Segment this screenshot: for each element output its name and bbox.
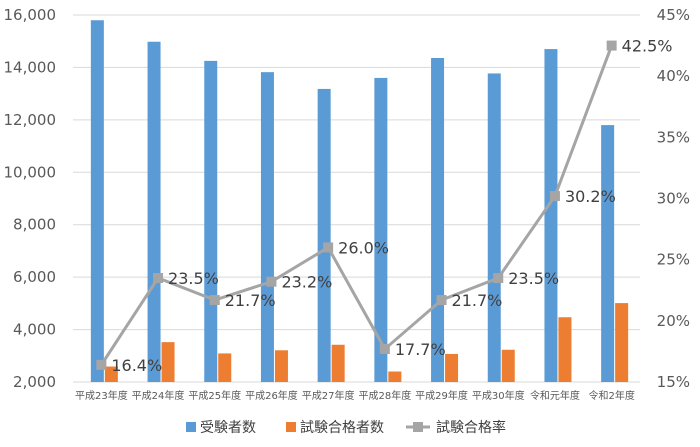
bar-passers — [615, 303, 629, 382]
category-label: 平成24年度 — [132, 389, 185, 402]
bar-passers — [558, 317, 572, 382]
pass-rate-data-label: 26.0% — [338, 238, 389, 257]
category-label: 平成30年度 — [472, 389, 525, 402]
bar-series — [90, 20, 629, 383]
bar-passers — [161, 342, 175, 382]
pass-rate-marker — [96, 359, 107, 370]
left-axis-tick-label: 6,000 — [13, 268, 56, 286]
bar-examinees — [260, 72, 274, 382]
bar-examinees — [374, 77, 388, 383]
category-label: 平成28年度 — [358, 389, 411, 402]
bar-examinees — [601, 125, 615, 382]
legend-swatch-marker — [413, 422, 423, 432]
pass-rate-data-label: 23.5% — [508, 269, 559, 288]
legend-label: 試験合格者数 — [300, 420, 384, 436]
bar-passers — [445, 353, 459, 382]
category-label: 平成29年度 — [415, 389, 468, 402]
left-axis-tick-label: 10,000 — [4, 163, 57, 181]
pass-rate-marker — [549, 191, 560, 202]
category-label: 平成27年度 — [302, 389, 355, 402]
left-axis-tick-label: 8,000 — [13, 216, 56, 234]
bar-passers — [218, 353, 232, 382]
right-axis-tick-label: 20% — [657, 312, 690, 330]
right-axis-tick-label: 25% — [657, 251, 690, 269]
pass-rate-data-label: 17.7% — [395, 340, 446, 359]
pass-rate-marker — [323, 242, 334, 253]
category-label: 平成25年度 — [188, 389, 241, 402]
right-axis-tick-label: 35% — [657, 128, 690, 146]
bar-examinees — [487, 73, 501, 382]
line-series: 16.4% 23.5% 21.7% 23.2% 26.0% 17.7% 21.7% 23.5%… — [96, 37, 672, 375]
pass-rate-marker — [493, 273, 504, 284]
left-axis-ticks: 2,000 4,000 6,000 8,000 10,000 12,000 14,000 16… — [4, 6, 57, 391]
pass-rate-data-label: 16.4% — [111, 356, 162, 375]
bar-examinees — [544, 49, 558, 382]
right-axis-tick-label: 45% — [657, 6, 690, 24]
pass-rate-data-label: 23.2% — [281, 273, 332, 292]
pass-rate-data-label: 42.5% — [622, 37, 673, 56]
pass-rate-data-label: 30.2% — [565, 187, 616, 206]
bar-passers — [331, 344, 345, 382]
pass-rate-marker — [266, 276, 277, 287]
bar-examinees — [431, 57, 445, 383]
bar-passers — [501, 349, 515, 382]
legend-swatch — [286, 422, 296, 432]
pass-rate-data-label: 23.5% — [168, 269, 219, 288]
pass-rate-line — [100, 45, 614, 366]
pass-rate-marker — [436, 295, 447, 306]
legend-examinees: 受験者数 — [186, 420, 256, 436]
bar-examinees — [90, 20, 104, 382]
category-label: 平成23年度 — [75, 389, 128, 402]
category-label: 令和元年度 — [530, 389, 580, 402]
left-axis-tick-label: 12,000 — [4, 111, 57, 129]
right-axis-tick-label: 30% — [657, 190, 690, 208]
legend-swatch — [186, 422, 196, 432]
left-axis-tick-label: 2,000 — [13, 373, 56, 391]
bar-passers — [104, 366, 118, 382]
legend-pass-rate: 試験合格率 — [406, 419, 506, 436]
bar-examinees — [317, 88, 331, 382]
right-axis-tick-label: 40% — [657, 67, 690, 85]
legend: 受験者数 試験合格者数 試験合格率 — [186, 419, 506, 436]
right-axis-tick-label: 15% — [657, 373, 690, 391]
left-axis-tick-label: 14,000 — [4, 58, 57, 76]
pass-rate-data-label: 21.7% — [225, 291, 276, 310]
right-axis-ticks: 15% 20% 25% 30% 35% 40% 45% — [657, 6, 690, 391]
category-labels: 平成23年度 平成24年度 平成25年度 平成26年度 平成27年度 平成28年度 平成29… — [75, 389, 635, 402]
left-axis-tick-label: 16,000 — [4, 6, 57, 24]
pass-rate-marker — [209, 295, 220, 306]
legend-passers: 試験合格者数 — [286, 420, 384, 436]
pass-rate-marker — [606, 40, 617, 51]
pass-rate-marker — [379, 343, 390, 354]
bar-passers — [274, 350, 288, 382]
gridlines — [73, 14, 640, 331]
left-axis-tick-label: 4,000 — [13, 321, 56, 339]
pass-rate-data-label: 21.7% — [452, 291, 503, 310]
category-label: 平成26年度 — [245, 389, 298, 402]
legend-label: 試験合格率 — [436, 419, 506, 436]
legend-label: 受験者数 — [200, 420, 256, 436]
category-label: 令和2年度 — [588, 389, 634, 402]
pass-rate-marker — [153, 273, 164, 284]
bar-examinees — [204, 60, 218, 382]
bar-examinees — [147, 41, 161, 382]
bar-passers — [388, 371, 402, 382]
